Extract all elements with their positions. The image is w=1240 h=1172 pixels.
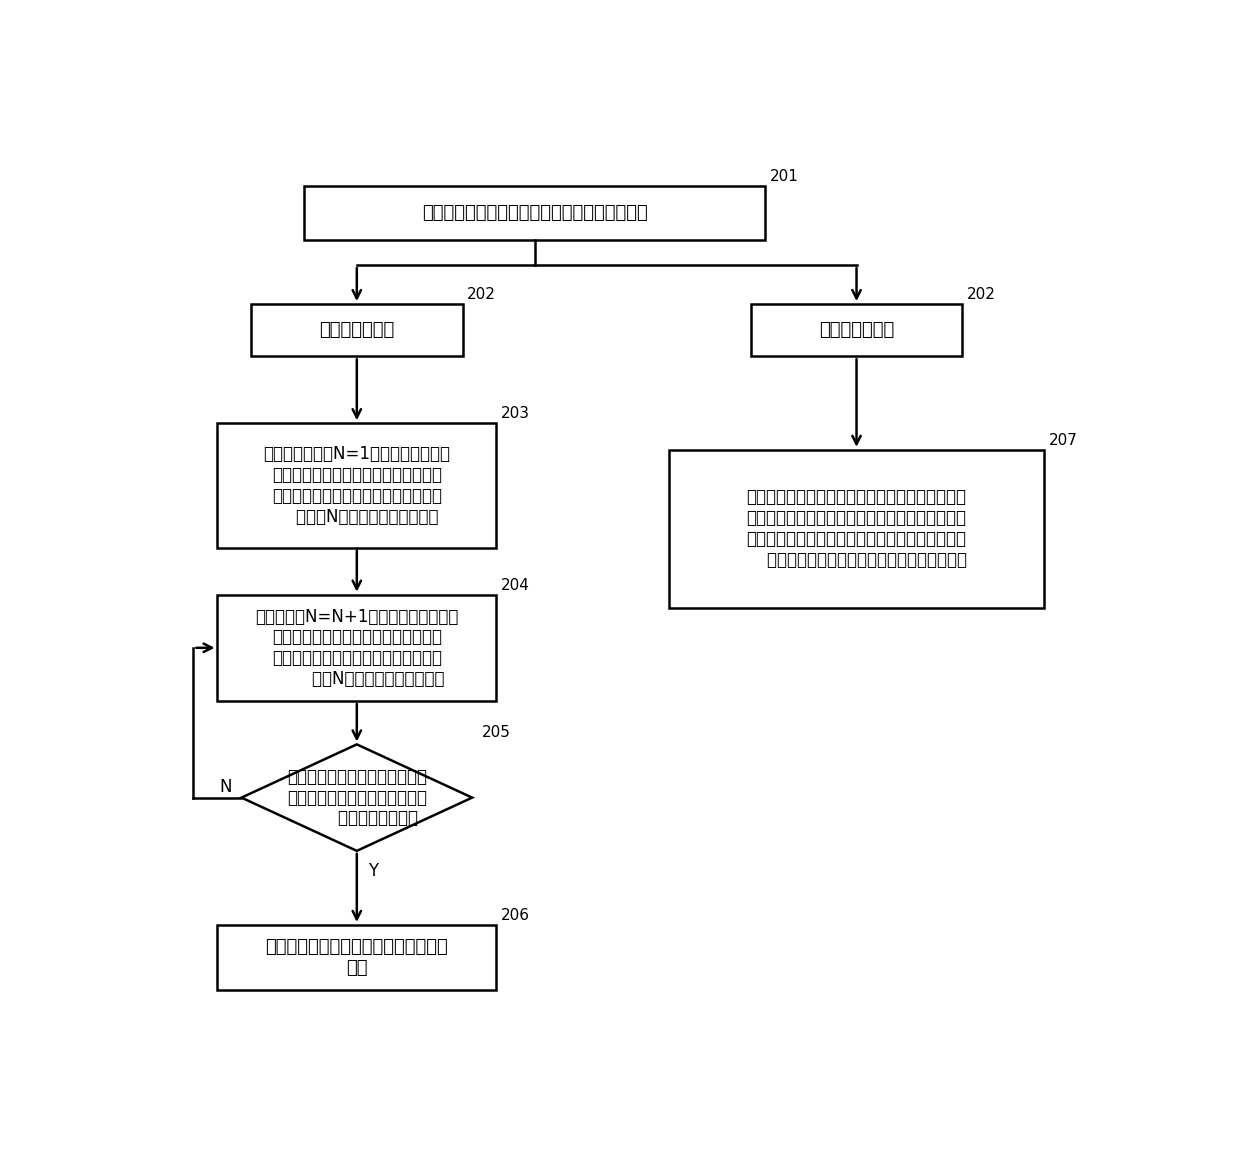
Text: Y: Y [368, 861, 378, 880]
Text: N: N [219, 778, 232, 796]
FancyBboxPatch shape [304, 186, 765, 240]
Text: 206: 206 [501, 908, 529, 924]
Text: 203: 203 [501, 407, 529, 421]
FancyBboxPatch shape [751, 304, 962, 356]
Text: 获取聚类中心个数的取值范围，在取值范围中，根
据各个取值在向量集合中确定相应个数的聚类中心
，并计算各个取值对应的集群评估指标，确定最小
    集群评估指标对: 获取聚类中心个数的取值范围，在取值范围中，根 据各个取值在向量集合中确定相应个数… [746, 489, 967, 568]
FancyBboxPatch shape [250, 304, 463, 356]
Text: 令迭代次数N=N+1，在向量集合中确定
相应个数的聚类中心，并对聚类中心进
行更新，再对更新后的聚类中心进行计
        算第N次迭代的聚类误差平方: 令迭代次数N=N+1，在向量集合中确定 相应个数的聚类中心，并对聚类中心进 行更… [255, 607, 459, 688]
FancyBboxPatch shape [670, 450, 1044, 607]
FancyBboxPatch shape [217, 925, 496, 990]
Text: 判断当前次迭代的聚类误差平方
与上一次迭代的聚类误差平方之
        差是否小于预设值: 判断当前次迭代的聚类误差平方 与上一次迭代的聚类误差平方之 差是否小于预设值 [286, 768, 427, 827]
Text: 202: 202 [467, 287, 496, 302]
FancyBboxPatch shape [217, 423, 496, 547]
Text: 若获取评估指令: 若获取评估指令 [818, 321, 894, 339]
Text: 202: 202 [967, 287, 996, 302]
Text: 207: 207 [1049, 432, 1078, 448]
FancyBboxPatch shape [217, 594, 496, 701]
Text: 204: 204 [501, 578, 529, 593]
Text: 201: 201 [770, 169, 799, 184]
Text: 获取到各天的多能需求负荷向量，得到向量集合: 获取到各天的多能需求负荷向量，得到向量集合 [422, 204, 647, 222]
Polygon shape [242, 744, 472, 851]
Text: 初始化迭代次数N=1，在向量集合中确
定相应个数的聚类中心，并对聚类中心
进行更新，再对更新后的聚类中心进行
    计算第N次迭代的聚类误差平方: 初始化迭代次数N=1，在向量集合中确 定相应个数的聚类中心，并对聚类中心 进行更… [263, 445, 450, 525]
Text: 确定当前次迭代的所有聚类中心为典型
场景: 确定当前次迭代的所有聚类中心为典型 场景 [265, 938, 448, 976]
Text: 若获取迭代指令: 若获取迭代指令 [319, 321, 394, 339]
Text: 205: 205 [481, 724, 511, 740]
